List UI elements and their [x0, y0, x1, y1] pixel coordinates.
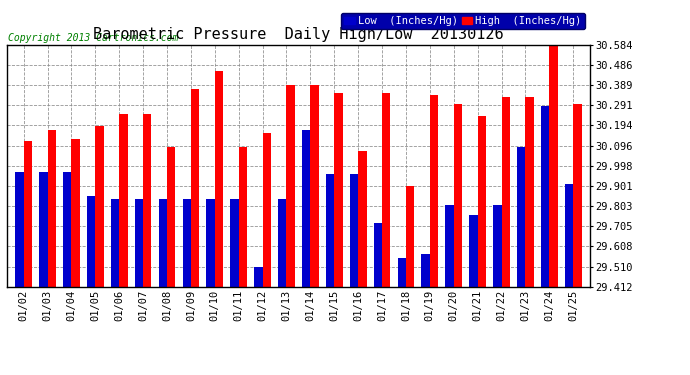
Bar [230, 198, 239, 287]
Bar [573, 104, 582, 287]
Bar [350, 174, 358, 287]
Bar [502, 98, 510, 287]
Bar [358, 151, 366, 287]
Bar [206, 198, 215, 287]
Bar [549, 46, 558, 287]
Bar [310, 85, 319, 287]
Bar [278, 198, 286, 287]
Bar [95, 126, 104, 287]
Bar [525, 98, 534, 287]
Title: Barometric Pressure  Daily High/Low  20130126: Barometric Pressure Daily High/Low 20130… [93, 27, 504, 42]
Bar [87, 196, 95, 287]
Bar [111, 198, 119, 287]
Bar [48, 130, 56, 287]
Bar [477, 116, 486, 287]
Bar [541, 106, 549, 287]
Bar [382, 93, 391, 287]
Bar [143, 114, 152, 287]
Bar [469, 215, 477, 287]
Bar [430, 95, 438, 287]
Bar [23, 141, 32, 287]
Bar [159, 198, 167, 287]
Bar [215, 70, 223, 287]
Bar [167, 147, 175, 287]
Bar [374, 223, 382, 287]
Bar [565, 184, 573, 287]
Bar [445, 205, 454, 287]
Bar [254, 267, 263, 287]
Bar [39, 172, 48, 287]
Text: Copyright 2013 Cartronics.com: Copyright 2013 Cartronics.com [8, 33, 179, 43]
Bar [15, 172, 23, 287]
Bar [286, 85, 295, 287]
Bar [397, 258, 406, 287]
Bar [263, 132, 271, 287]
Bar [72, 139, 80, 287]
Bar [517, 147, 525, 287]
Bar [326, 174, 334, 287]
Bar [191, 89, 199, 287]
Bar [239, 147, 247, 287]
Bar [135, 198, 143, 287]
Bar [422, 254, 430, 287]
Legend: Low  (Inches/Hg), High  (Inches/Hg): Low (Inches/Hg), High (Inches/Hg) [341, 13, 584, 29]
Bar [406, 186, 414, 287]
Bar [63, 172, 72, 287]
Bar [302, 130, 311, 287]
Bar [119, 114, 128, 287]
Bar [183, 198, 191, 287]
Bar [493, 205, 502, 287]
Bar [454, 104, 462, 287]
Bar [334, 93, 343, 287]
